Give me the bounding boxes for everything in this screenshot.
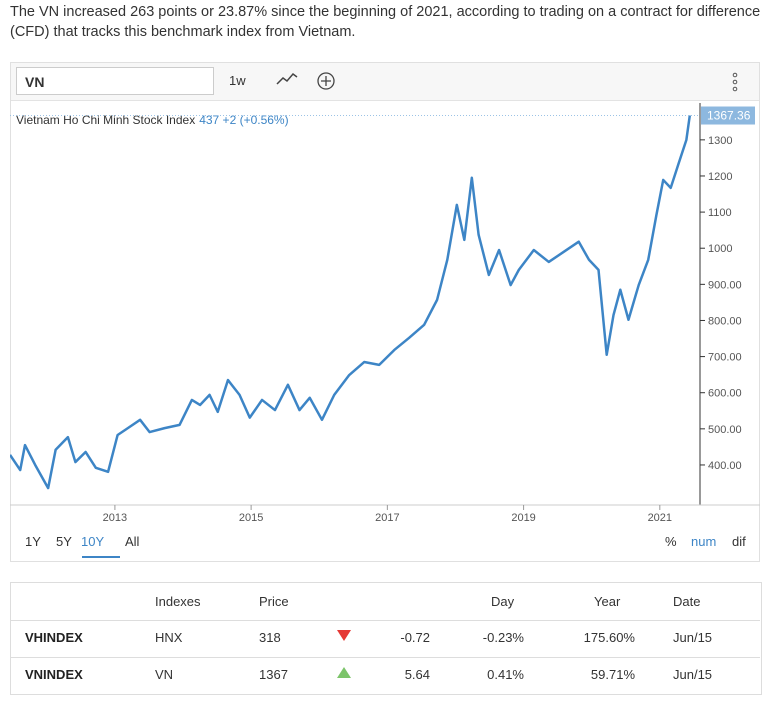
range-button[interactable]: 1Y	[25, 534, 41, 549]
chart-widget	[10, 62, 760, 562]
menu-icon[interactable]	[730, 71, 740, 93]
table-header: Price	[259, 594, 289, 609]
table-cell: 318	[259, 630, 281, 645]
y-tick-label: 500.00	[708, 424, 742, 436]
interval-button[interactable]: 1w	[229, 73, 246, 88]
x-tick-label: 2017	[375, 512, 399, 524]
legend: Vietnam Ho Chi Minh Stock Index 437 +2 (+…	[16, 113, 289, 127]
table-cell: VNINDEX	[25, 667, 83, 682]
range-button[interactable]: All	[125, 534, 140, 549]
table-header: Date	[673, 594, 701, 609]
table-cell: 175.60%	[583, 630, 635, 645]
legend-name: Vietnam Ho Chi Minh Stock Index	[16, 113, 195, 127]
active-range-underline	[82, 556, 120, 558]
down-arrow	[337, 630, 351, 641]
mode-button[interactable]: num	[691, 534, 717, 549]
legend-change: 437 +2 (+0.56%)	[199, 113, 288, 127]
range-button[interactable]: 10Y	[81, 534, 105, 549]
x-tick-label: 2015	[239, 512, 263, 524]
table-cell: 5.64	[404, 667, 430, 682]
y-tick-label: 1000	[708, 243, 732, 255]
table-cell: 0.41%	[487, 667, 524, 682]
x-tick-label: 2013	[103, 512, 127, 524]
y-tick-label: 1200	[708, 171, 732, 183]
row-divider	[11, 657, 760, 658]
y-tick-label: 700.00	[708, 352, 742, 364]
last-value-box	[701, 106, 755, 125]
mode-button[interactable]: dif	[732, 534, 746, 549]
table-cell: Jun/15	[673, 630, 713, 645]
range-button[interactable]: 5Y	[56, 534, 72, 549]
row-divider	[11, 620, 760, 621]
table-cell: -0.23%	[482, 630, 524, 645]
mode-button[interactable]: %	[665, 534, 677, 549]
price-line	[10, 115, 692, 490]
table-cell: 1367	[259, 667, 288, 682]
y-tick-label: 800.00	[708, 315, 742, 327]
y-tick-label: 600.00	[708, 388, 742, 400]
table-cell: 59.71%	[590, 667, 635, 682]
table-cell: VN	[155, 667, 174, 682]
y-tick-label: 900.00	[708, 279, 742, 291]
y-tick-label: 400.00	[708, 460, 742, 472]
y-tick-label: 1300	[708, 135, 732, 147]
last-value-label: 1367.36	[707, 109, 751, 123]
intro-text: The VN increased 263 points or 23.87% si…	[10, 4, 761, 40]
symbol-input[interactable]: VN	[16, 67, 214, 95]
table-cell: Jun/15	[673, 667, 713, 682]
up-arrow	[337, 667, 351, 678]
index-table	[10, 582, 762, 695]
y-tick-label: 1100	[708, 207, 732, 219]
table-cell: VHINDEX	[25, 630, 83, 645]
table-cell: -0.72	[400, 630, 430, 645]
table-cell: HNX	[155, 630, 183, 645]
x-tick-label: 2021	[648, 512, 672, 524]
x-tick-label: 2019	[511, 512, 535, 524]
table-header: Year	[594, 594, 621, 609]
table-header: Day	[491, 594, 515, 609]
chart: Vietnam Ho Chi Minh Stock Index 437 +2 (+…	[10, 103, 760, 524]
add-indicator-icon[interactable]	[316, 71, 336, 91]
table-header: Indexes	[155, 594, 201, 609]
chart-type-icon[interactable]	[275, 70, 299, 90]
